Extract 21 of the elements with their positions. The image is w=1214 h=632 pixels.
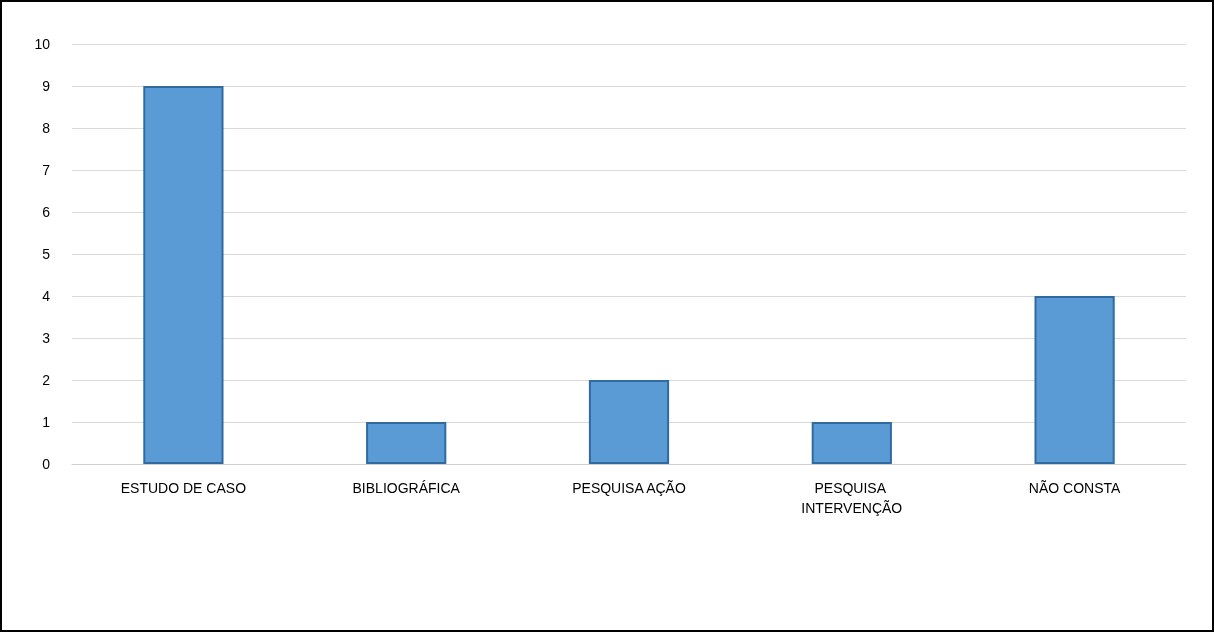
x-tick-label: NÃO CONSTA [1028, 480, 1122, 496]
y-tick-label: 7 [42, 162, 51, 178]
y-tick-label: 5 [42, 246, 51, 262]
y-tick-label: 9 [42, 78, 51, 94]
bar [588, 380, 670, 464]
y-tick-label: 10 [34, 36, 51, 52]
y-tick-label: 1 [42, 414, 51, 430]
y-tick-label: 0 [42, 456, 51, 472]
x-tick-label: PESQUISA AÇÃO [572, 480, 686, 496]
y-tick-label: 6 [42, 204, 51, 220]
bar [811, 422, 892, 464]
y-tick-label: 3 [42, 330, 51, 346]
bar [143, 86, 224, 464]
y-tick-label: 2 [42, 372, 51, 388]
x-tick-label: PESQUISA INTERVENÇÃO [801, 480, 903, 516]
y-tick-label: 8 [42, 120, 51, 136]
y-tick-label: 4 [42, 288, 51, 304]
bar [1034, 296, 1115, 464]
bar [366, 422, 447, 464]
x-tick-label: ESTUDO DE CASO [120, 480, 247, 496]
x-tick-label: BIBLIOGRÁFICA [352, 480, 461, 496]
